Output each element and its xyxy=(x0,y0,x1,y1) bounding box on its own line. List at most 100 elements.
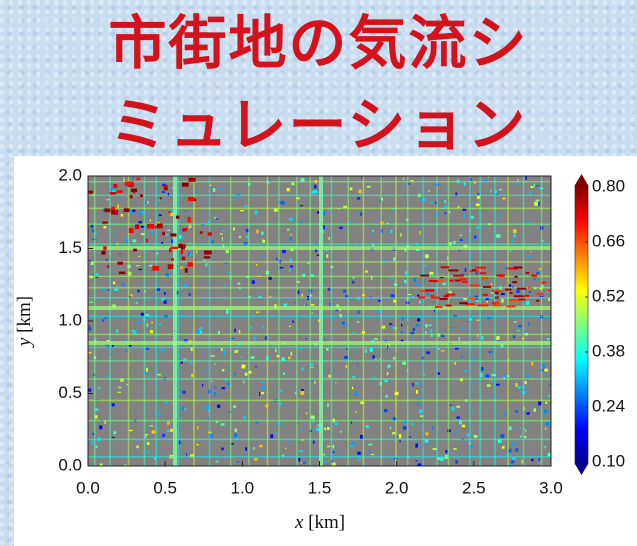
flow-cell xyxy=(374,338,378,340)
flow-cell xyxy=(221,447,224,451)
flow-cell xyxy=(326,254,329,258)
high-speed-patch xyxy=(516,287,527,290)
flow-cell xyxy=(288,217,293,221)
flow-cell xyxy=(88,351,92,354)
flow-cell xyxy=(261,381,265,384)
flow-cell xyxy=(305,338,308,340)
flow-cell xyxy=(516,182,518,186)
high-speed-patch xyxy=(483,285,492,288)
flow-cell xyxy=(267,419,270,421)
flow-cell xyxy=(473,181,476,184)
flow-cell xyxy=(149,330,154,334)
flow-cell xyxy=(388,322,393,326)
street xyxy=(155,176,158,466)
high-speed-patch xyxy=(504,288,512,291)
flow-cell xyxy=(433,308,435,312)
flow-cell xyxy=(105,259,108,261)
flow-cell xyxy=(329,302,331,307)
flow-cell xyxy=(393,257,396,261)
flow-cell xyxy=(88,388,92,392)
flow-cell xyxy=(313,381,316,384)
flow-cell xyxy=(384,409,388,413)
street xyxy=(507,176,509,466)
flow-cell xyxy=(412,383,414,387)
flow-cell xyxy=(196,250,198,254)
flow-cell xyxy=(440,350,445,352)
flow-cell xyxy=(503,412,507,414)
street xyxy=(522,176,525,466)
high-speed-patch xyxy=(469,284,481,287)
flow-cell xyxy=(407,293,412,296)
flow-cell xyxy=(389,367,391,369)
flow-cell xyxy=(136,445,139,449)
high-speed-patch xyxy=(180,249,184,255)
flow-cell xyxy=(426,268,431,270)
flow-cell xyxy=(415,460,418,462)
flow-cell xyxy=(490,283,493,285)
flow-cell xyxy=(220,348,223,351)
flow-cell xyxy=(323,339,325,342)
flow-cell xyxy=(407,182,410,185)
flow-cell xyxy=(486,317,491,320)
high-speed-patch xyxy=(133,248,137,252)
flow-cell xyxy=(473,235,477,239)
flow-cell xyxy=(417,318,421,322)
flow-cell xyxy=(400,330,403,335)
high-speed-patch xyxy=(420,274,430,277)
flow-cell xyxy=(285,447,287,449)
title-line: ミュレーション xyxy=(109,91,528,159)
flow-cell xyxy=(236,195,239,199)
flow-cell xyxy=(444,205,448,209)
flow-cell xyxy=(130,294,133,297)
flow-cell xyxy=(282,200,284,203)
flow-cell xyxy=(352,386,354,390)
flow-cell xyxy=(360,212,362,216)
flow-cell xyxy=(468,298,470,302)
flow-cell xyxy=(464,268,467,272)
flow-cell xyxy=(408,436,411,438)
flow-cell xyxy=(182,406,185,411)
flow-cell xyxy=(535,185,540,187)
high-speed-patch xyxy=(168,211,171,214)
high-speed-patch xyxy=(119,271,126,275)
flow-cell xyxy=(148,375,150,380)
flow-cell xyxy=(458,336,460,341)
flow-cell xyxy=(300,461,302,464)
flow-cell xyxy=(344,355,349,359)
flow-cell xyxy=(513,233,517,238)
flow-cell xyxy=(170,428,173,432)
flow-cell xyxy=(126,384,129,386)
flow-cell xyxy=(372,355,375,359)
flow-cell xyxy=(303,304,307,306)
flow-cell xyxy=(458,249,461,252)
flow-cell xyxy=(121,283,124,286)
flow-cell xyxy=(262,325,265,329)
flow-cell xyxy=(526,412,530,415)
street xyxy=(309,176,312,466)
flow-cell xyxy=(259,392,261,396)
flow-cell xyxy=(357,451,361,455)
flow-cell xyxy=(138,221,143,224)
flow-cell xyxy=(154,457,156,460)
flow-cell xyxy=(496,336,500,340)
flow-cell xyxy=(162,433,166,438)
flow-cell xyxy=(473,357,476,361)
flow-cell xyxy=(425,331,427,335)
high-speed-patch xyxy=(445,304,452,307)
flow-cell xyxy=(445,187,448,189)
flow-cell xyxy=(437,372,440,375)
flow-cell xyxy=(176,423,178,427)
flow-cell xyxy=(310,366,314,369)
flow-cell xyxy=(169,209,173,213)
flow-cell xyxy=(425,432,429,436)
flow-cell xyxy=(466,440,471,443)
high-speed-patch xyxy=(437,279,444,282)
flow-cell xyxy=(332,445,335,449)
flow-cell xyxy=(294,301,297,304)
flow-cell xyxy=(189,225,192,230)
flow-cell xyxy=(449,211,451,214)
flow-cell xyxy=(524,381,527,385)
flow-cell xyxy=(528,291,531,293)
flow-cell xyxy=(494,190,497,194)
flow-cell xyxy=(428,190,431,192)
